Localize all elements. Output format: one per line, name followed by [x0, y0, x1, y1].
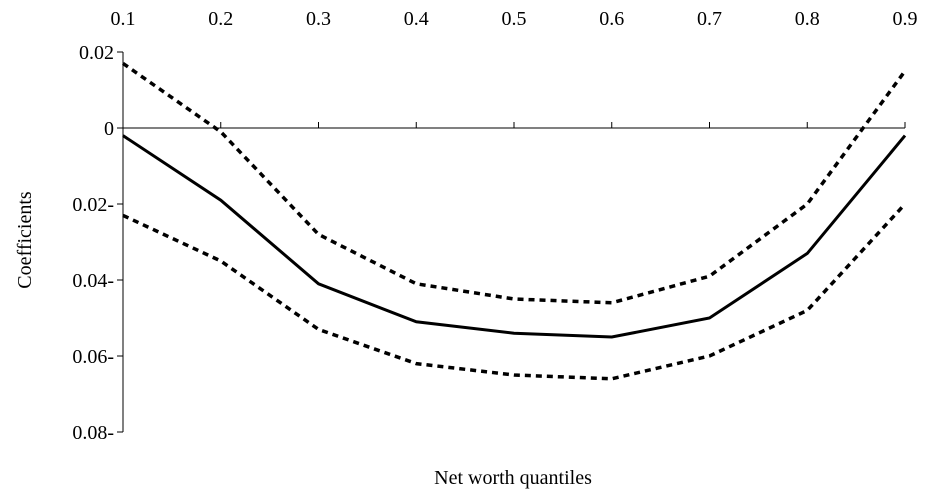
confidence-band-line-1: [121, 61, 907, 305]
x-tick-label: 0.5: [502, 8, 527, 30]
y-tick-label: 0.08-: [72, 422, 114, 444]
x-tick-label: 0.1: [111, 8, 136, 30]
y-tick-label: 0.06-: [72, 346, 114, 368]
x-tick-label: 0.4: [404, 8, 429, 30]
y-axis-title: Coefficients: [14, 191, 36, 289]
series-lines: [121, 61, 907, 381]
x-tick-label: 0.2: [208, 8, 233, 30]
y-tick-label: 0.02: [79, 42, 114, 64]
y-tick-label: 0.04-: [72, 270, 114, 292]
confidence-band-line-2: [122, 202, 907, 381]
x-tick-label: 0.6: [599, 8, 624, 30]
x-tick-label: 0.9: [893, 8, 918, 30]
x-axis-title: Net worth quantiles: [434, 467, 592, 489]
x-tick-label: 0.3: [306, 8, 331, 30]
x-tick-label: 0.8: [795, 8, 820, 30]
coefficient-line: [122, 134, 907, 339]
y-tick-labels: 0.02 0 0.02- 0.04- 0.06- 0.08-: [72, 42, 114, 444]
x-tick-labels: 0.1 0.2 0.3 0.4 0.5 0.6 0.7 0.8 0.9: [111, 8, 918, 30]
y-tick-label: 0: [104, 118, 114, 140]
x-axis: [122, 122, 906, 129]
x-tick-label: 0.7: [697, 8, 722, 30]
y-axis: [117, 51, 124, 433]
y-tick-label: 0.02-: [72, 194, 114, 216]
